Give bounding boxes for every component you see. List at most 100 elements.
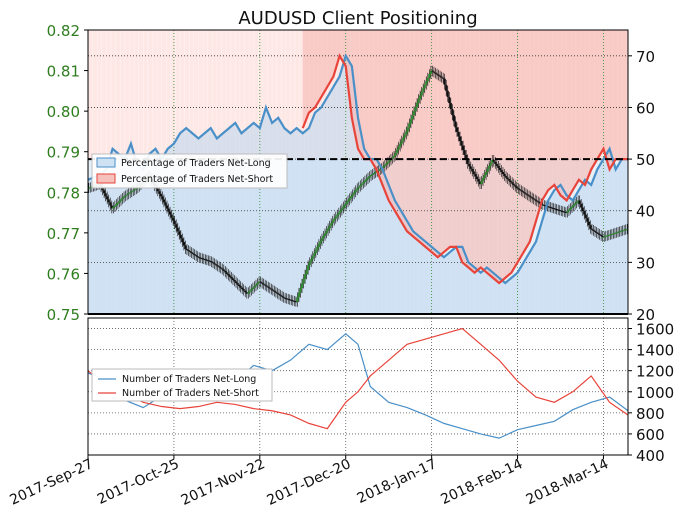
price-candle — [101, 187, 104, 191]
price-candle — [385, 163, 388, 165]
price-candle — [514, 185, 517, 187]
price-candle — [119, 199, 123, 201]
price-candle — [497, 165, 500, 168]
price-candle — [567, 209, 571, 212]
price-candle — [477, 179, 480, 182]
price-candle — [475, 176, 478, 180]
price-candle — [198, 257, 201, 259]
price-candle — [557, 209, 560, 211]
price-candle — [526, 194, 529, 196]
price-candle — [322, 235, 325, 239]
price-candle — [256, 283, 259, 285]
bottom-right-axis-tick-label: 600 — [636, 426, 665, 444]
legend-label-count-net-short: Number of Traders Net-Short — [122, 388, 259, 399]
left-axis-tick-label: 0.80 — [47, 103, 80, 121]
price-candle — [214, 264, 218, 266]
price-candle — [406, 127, 409, 132]
net-long-line — [87, 53, 628, 285]
price-candle — [227, 273, 230, 276]
price-candle — [428, 74, 431, 78]
price-candle — [495, 163, 498, 166]
left-axis-tick-label: 0.75 — [47, 306, 80, 324]
price-candle — [458, 136, 462, 142]
left-axis-tick-label: 0.79 — [47, 144, 80, 162]
price-candle — [491, 159, 494, 163]
price-candle — [221, 268, 224, 270]
price-candle — [303, 274, 307, 280]
price-candle — [584, 214, 587, 219]
price-candle — [575, 201, 578, 204]
price-candle — [167, 208, 170, 212]
price-candle — [234, 281, 238, 284]
price-candle — [609, 234, 612, 236]
price-candle — [537, 201, 540, 203]
price-candle — [512, 183, 515, 186]
price-candle — [443, 78, 446, 85]
left-axis-tick-label: 0.77 — [47, 225, 80, 243]
price-candle — [245, 292, 248, 294]
price-candle — [248, 290, 251, 293]
price-candle — [626, 228, 629, 230]
price-candle — [238, 284, 241, 287]
price-candle — [600, 234, 603, 236]
price-candle — [191, 253, 195, 255]
bottom-right-axis-tick-label: 1400 — [636, 342, 674, 360]
price-candle — [178, 231, 181, 235]
price-candle — [353, 192, 356, 195]
price-candle — [438, 75, 442, 77]
price-candle — [310, 259, 313, 263]
price-candle — [397, 146, 400, 150]
price-candle — [334, 216, 337, 219]
price-candle — [488, 165, 491, 169]
price-candle — [569, 208, 572, 210]
price-candle — [577, 200, 580, 202]
price-candle — [420, 91, 423, 96]
price-candle — [273, 290, 276, 292]
price-candle — [503, 174, 506, 177]
price-candle — [425, 81, 428, 85]
price-candle — [219, 267, 222, 269]
price-candle — [259, 281, 262, 283]
price-candle — [202, 258, 205, 260]
price-candle — [185, 249, 189, 251]
price-candle — [506, 177, 509, 180]
price-candle — [333, 218, 336, 221]
price-candle — [348, 198, 351, 201]
price-candle — [541, 204, 544, 206]
price-candle — [208, 260, 212, 262]
price-candle — [320, 238, 324, 241]
price-candle — [172, 217, 175, 221]
price-candle — [225, 272, 228, 274]
price-candle — [107, 199, 110, 203]
price-candle — [523, 192, 526, 194]
price-candle — [267, 286, 270, 288]
price-candle — [399, 143, 402, 147]
price-candle — [230, 276, 233, 279]
price-candle — [532, 198, 535, 200]
price-candle — [593, 230, 597, 232]
price-candle — [156, 188, 159, 192]
price-candle — [236, 283, 239, 285]
price-candle — [454, 121, 457, 128]
price-candle — [121, 197, 124, 200]
price-candle — [511, 182, 514, 184]
count-net-short-line — [87, 327, 629, 430]
price-candle — [129, 192, 132, 194]
price-candle — [500, 169, 503, 172]
price-candle — [603, 236, 606, 238]
price-candle — [113, 205, 116, 207]
price-candle — [508, 179, 511, 181]
price-candle — [538, 202, 541, 204]
price-candle — [317, 244, 320, 248]
bottom-panel-frame — [87, 317, 629, 456]
price-candle — [188, 251, 192, 253]
price-candle — [242, 289, 245, 291]
price-candle — [337, 212, 340, 215]
price-candle — [481, 178, 485, 182]
price-candle — [354, 190, 357, 193]
chart-title: AUDUSD Client Positioning — [238, 8, 477, 29]
price-candle — [360, 183, 363, 186]
price-candle — [118, 200, 121, 203]
price-candle — [104, 193, 107, 197]
price-candle — [586, 218, 589, 222]
